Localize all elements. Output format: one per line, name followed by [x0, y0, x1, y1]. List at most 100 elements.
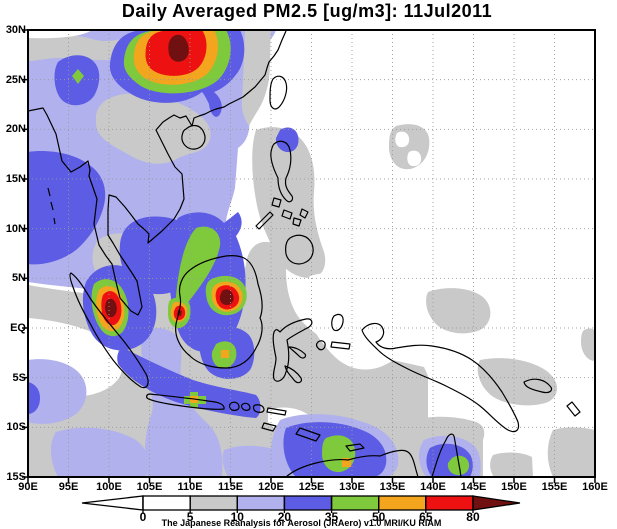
region-flores-gray: [343, 379, 385, 408]
page-title: Daily Averaged PM2.5 [ug/m3]: 11Jul2011: [121, 1, 493, 21]
coastline: [271, 197, 282, 208]
coastline: [361, 322, 520, 433]
x-axis-label: 115E: [217, 481, 244, 493]
region-sborneo-orange-dot: [221, 350, 229, 358]
colorbar-label: 10: [230, 510, 244, 524]
y-axis-label: 20N: [5, 123, 26, 136]
x-axis-label: 95E: [58, 481, 79, 493]
coastline: [288, 346, 307, 359]
coastline: [330, 341, 351, 350]
coastline: [240, 402, 251, 411]
colorbar-label: 20: [277, 510, 292, 524]
colorbar: [81, 495, 521, 513]
region-bottomright-gray-3: [490, 452, 533, 477]
coastline: [252, 404, 265, 413]
x-axis-label: 155E: [541, 481, 568, 493]
coastline: [295, 427, 321, 442]
region-luzon-blue: [275, 127, 299, 152]
y-axis-label: EQ: [10, 322, 26, 334]
y-axis-label: 15N: [5, 173, 26, 185]
coastline: [261, 422, 277, 432]
region-hotspot-darkred: [168, 34, 189, 62]
y-axis-label: 30N: [5, 24, 26, 36]
x-axis-label: 90E: [18, 481, 38, 493]
colorbar-right-arrow: [472, 495, 521, 511]
coastline: [285, 449, 419, 477]
colorbar-label: 50: [372, 510, 386, 524]
coastline: [50, 201, 54, 211]
colorbar-label: 0: [139, 510, 147, 524]
region-leftedge-blue: [28, 382, 40, 414]
coastline: [285, 234, 314, 265]
region-rightedge-gray: [581, 328, 595, 361]
region-bottomright-gray-2: [547, 427, 595, 477]
coastline: [266, 407, 287, 416]
colorbar-segment: [236, 495, 286, 511]
x-axis-label: 135E: [379, 481, 406, 493]
y-axis-label: 15S: [6, 471, 26, 483]
y-axis-label: 10N: [5, 222, 26, 235]
coastline: [146, 393, 225, 410]
colorbar-caption: The Japanese Reanalysis for Aerosol (JRA…: [161, 518, 442, 528]
region-ng-north-gray: [426, 288, 491, 334]
coastline: [315, 340, 326, 351]
x-axis-label: 120E: [258, 481, 284, 493]
region-borneo-darkred: [219, 289, 234, 305]
region-central-gray-patch: [95, 93, 211, 164]
colorbar-label: 80: [466, 510, 480, 524]
x-axis-label: 150E: [501, 481, 527, 493]
region-philippines-gray: [252, 127, 326, 278]
coastline: [255, 211, 274, 230]
x-axis-label: 130E: [339, 481, 365, 493]
region-scs-green-streak: [176, 226, 221, 305]
coastline: [175, 255, 263, 369]
colorbar-segment: [142, 495, 191, 511]
coastline: [331, 313, 344, 332]
y-axis-label: 10S: [6, 421, 26, 434]
x-axis-label: 160E: [582, 481, 608, 493]
colorbar-segment: [330, 495, 380, 511]
x-axis-label: 110E: [177, 481, 203, 493]
region-topleft-white-sliver: [28, 30, 92, 39]
region-sulawesi-white: [305, 272, 423, 370]
colorbar-label: 65: [419, 510, 433, 524]
coastline: [284, 365, 303, 384]
region-white-hole-2: [407, 150, 422, 167]
coastline: [523, 378, 553, 394]
region-bengal-blue: [28, 151, 106, 265]
coastline: [269, 75, 288, 110]
coastline: [299, 208, 309, 219]
region-javasea-blue: [117, 348, 261, 418]
y-axis-label: 25N: [5, 73, 26, 86]
colorbar-segment: [425, 495, 474, 511]
coastline: [28, 30, 287, 316]
region-sumatra-darkred: [105, 298, 117, 318]
coastline: [281, 209, 293, 220]
x-axis-label: 145E: [460, 481, 487, 493]
coastline: [431, 433, 462, 477]
coastline: [181, 124, 206, 150]
coastline: [229, 401, 240, 411]
x-axis-label: 100E: [96, 481, 122, 493]
colorbar-label: 5: [186, 510, 194, 524]
coastline: [53, 217, 56, 225]
coastline: [345, 443, 365, 452]
x-axis-label: 125E: [298, 481, 325, 493]
coastline: [292, 217, 302, 227]
coastline: [272, 318, 313, 382]
coastline: [47, 187, 51, 197]
region-white-hole-1: [395, 131, 410, 148]
colorbar-segment: [283, 495, 333, 511]
x-axis-label: 140E: [420, 481, 446, 493]
colorbar-segment: [189, 495, 238, 511]
coastline: [566, 401, 581, 417]
region-south-peri-2: [50, 427, 149, 477]
region-tiny-green-diamond: [72, 69, 84, 84]
coastline: [270, 140, 294, 203]
coastline: [69, 272, 149, 389]
map-plot-area: [28, 30, 595, 477]
region-east-gray-band: [241, 30, 271, 126]
region-ng-east-gray: [477, 358, 557, 406]
